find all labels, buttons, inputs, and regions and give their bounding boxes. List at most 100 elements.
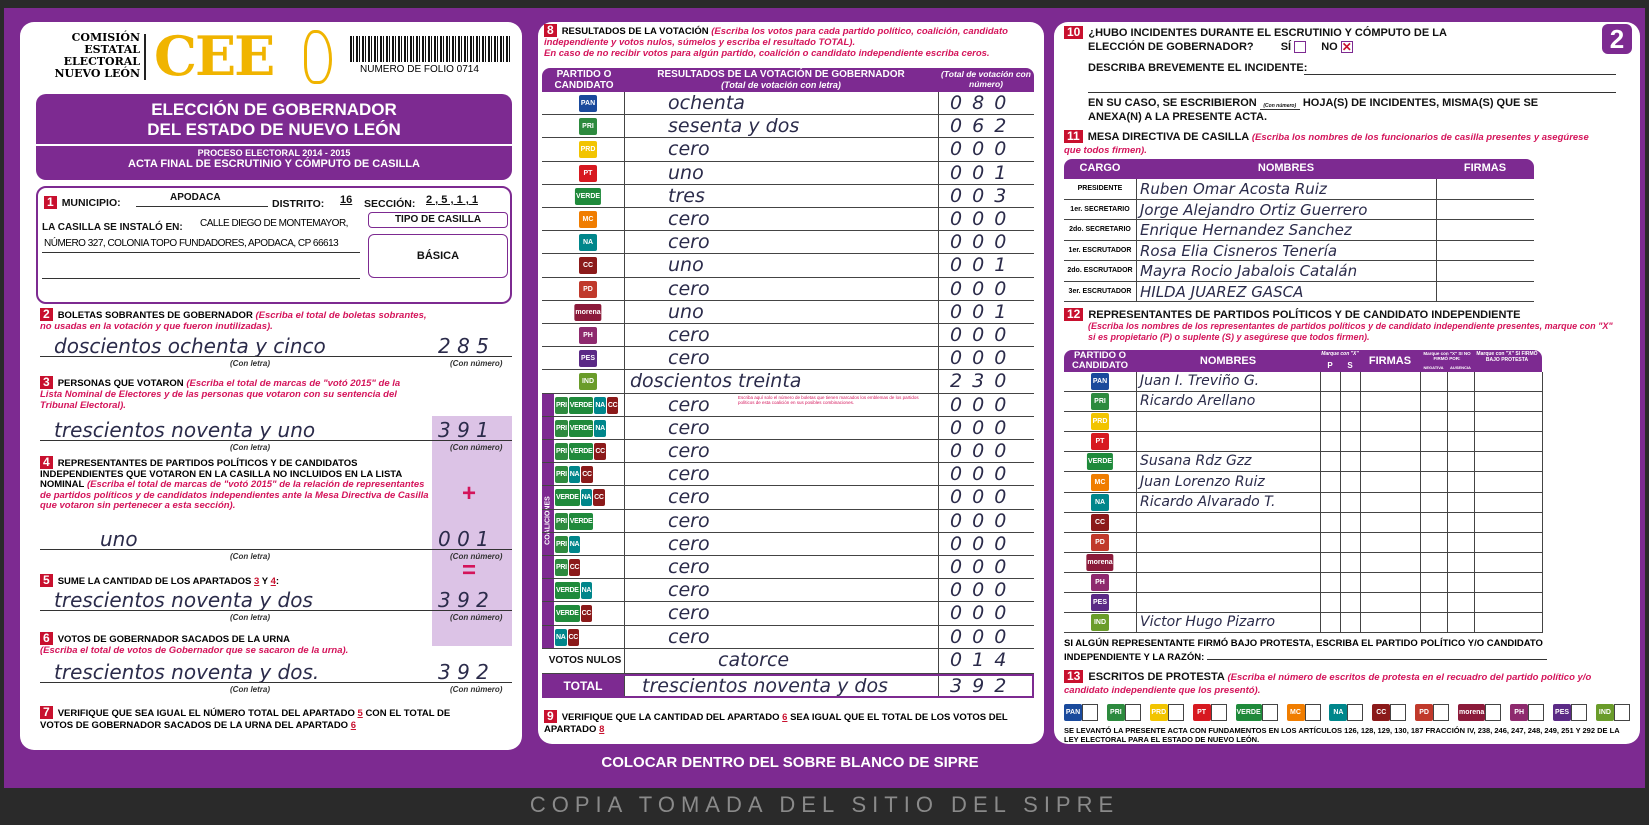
col-negativa: NEGATIVA	[1423, 365, 1444, 370]
si-checkbox[interactable]	[1294, 41, 1307, 54]
no-checkbox[interactable]: ✕	[1340, 40, 1353, 55]
morena-party-icon: morena	[574, 303, 602, 321]
protest-box-item: CC	[1372, 704, 1407, 721]
votes-letra: cero	[668, 532, 710, 555]
protest-count-box[interactable]	[1528, 704, 1545, 721]
results-row	[542, 324, 1034, 348]
col-firmas: FIRMAS	[1368, 355, 1412, 367]
votes-letra: cero	[668, 463, 710, 486]
mesa-row	[1064, 241, 1534, 261]
ref-apartado: 6	[350, 720, 357, 731]
urna-letra: trescientos noventa y dos.	[54, 660, 320, 684]
protest-count-box[interactable]	[1347, 704, 1364, 721]
protest-count-box[interactable]	[1261, 704, 1278, 721]
cc-party-icon: CC	[568, 559, 581, 576]
pri-party-icon: PRI	[555, 419, 568, 437]
rep-row	[1064, 513, 1542, 533]
pd-party-icon: PD	[1091, 533, 1109, 551]
results-row	[542, 115, 1034, 139]
firma-field[interactable]	[1436, 179, 1534, 199]
org-line: COMISIÓN	[71, 31, 140, 44]
distrito-value: 16	[340, 194, 353, 206]
section-hint: En caso de no recibir votos para algún p…	[544, 48, 990, 59]
protest-box-item: PRD	[1149, 704, 1184, 721]
na-party-icon: NA	[580, 489, 593, 507]
section-number: 11	[1064, 130, 1083, 143]
protest-count-box[interactable]	[1613, 704, 1630, 721]
seccion-value: 2 , 5 , 1 , 1	[426, 194, 478, 206]
col-marque: Marque con "X"	[1321, 351, 1359, 357]
representantes-letra: uno	[100, 527, 138, 551]
firma-field[interactable]	[1436, 261, 1534, 281]
votes-letra: cero	[668, 579, 710, 602]
results-row	[542, 92, 1034, 116]
colon: :	[275, 576, 280, 587]
votes-letra: cero	[668, 277, 710, 300]
protest-count-box[interactable]	[1390, 704, 1407, 721]
protest-count-box[interactable]	[1124, 704, 1141, 721]
suma-letra: trescientos noventa y dos	[54, 588, 313, 612]
table-vline	[1447, 372, 1448, 633]
verde-party-icon: VERDE	[568, 419, 594, 437]
protest-count-box[interactable]	[1167, 704, 1184, 721]
watermark: COPIA TOMADA DEL SITIO DEL SIPRE	[529, 792, 1120, 817]
votes-letra: cero	[668, 602, 710, 625]
protest-count-box[interactable]	[1571, 704, 1588, 721]
protest-count-box[interactable]	[1485, 704, 1502, 721]
representante-nombre: Susana Rdz Gzz	[1140, 453, 1252, 470]
nulos-label: VOTOS NULOS	[548, 655, 622, 666]
votaron-numero: 3 9 1	[438, 418, 489, 442]
cargo-label: 2do. SECRETARIO	[1069, 226, 1131, 233]
na-party-icon: NA	[594, 419, 606, 437]
banner-divider	[36, 144, 512, 146]
hojas-field[interactable]: (Con número)	[1259, 103, 1300, 110]
protest-count-box[interactable]	[1304, 704, 1321, 721]
no-label: NO	[1321, 41, 1338, 53]
col-letra-subtitle: (Total de votación con letra)	[721, 80, 841, 90]
section-title: VOTOS DE GOBERNADOR SACADOS DE LA URNA	[57, 634, 290, 645]
col-firmas: FIRMAS	[1463, 162, 1507, 174]
section-number: 13	[1064, 670, 1084, 683]
title-banner: ELECCIÓN DE GOBERNADOR DEL ESTADO DE NUE…	[36, 94, 512, 180]
con-letra-label: (Con letra)	[230, 685, 270, 694]
con-letra-label: (Con letra)	[230, 613, 270, 622]
barcode	[350, 36, 510, 62]
section-4: 4 REPRESENTANTES DE PARTIDOS POLÍTICOS Y …	[40, 456, 432, 512]
cc-party-icon: CC	[606, 396, 619, 414]
section-title: REPRESENTANTES DE PARTIDOS POLÍTICOS Y D…	[1088, 309, 1521, 321]
cc-party-icon: CC	[567, 628, 580, 646]
protest-count-box[interactable]	[1210, 704, 1227, 721]
results-row	[542, 417, 1034, 440]
firma-field[interactable]	[1436, 220, 1534, 240]
total-label: TOTAL	[542, 674, 624, 698]
firma-field[interactable]	[1436, 282, 1534, 302]
verde-party-icon: VERDE	[555, 605, 580, 623]
incident-question: ELECCIÓN DE GOBERNADOR?	[1088, 41, 1254, 53]
verify-text: CON EL TOTAL DE VOTOS DE GOBERNADOR SACA…	[40, 708, 451, 731]
protest-count-box[interactable]	[1433, 704, 1450, 721]
col-ausencia: AUSENCIA	[1450, 365, 1471, 370]
firma-field[interactable]	[1436, 200, 1534, 220]
protest-count-box[interactable]	[1082, 704, 1098, 721]
hojas-text: EN SU CASO, SE ESCRIBIERON (Con número) …	[1088, 96, 1628, 124]
con-numero-label: (Con número)	[450, 552, 503, 561]
acta-label: ACTA FINAL DE ESCRUTINIO Y CÓMPUTO DE CA…	[128, 158, 420, 170]
section-title: ESCRITOS DE PROTESTA	[1088, 671, 1225, 683]
na-party-icon: NA	[568, 535, 581, 553]
results-row	[542, 138, 1034, 162]
votes-numero: 0 0 0	[950, 556, 1009, 578]
votes-numero: 0 0 0	[950, 347, 1009, 370]
results-row	[542, 278, 1034, 301]
cee-logo: CEE	[154, 24, 275, 88]
na-party-icon: NA	[1329, 704, 1348, 721]
coalition-strip	[542, 394, 554, 649]
legal-text: SE LEVANTÓ LA PRESENTE ACTA CON FUNDAMEN…	[1064, 726, 1620, 744]
ind-party-icon: IND	[579, 373, 597, 391]
col-s: S	[1347, 361, 1353, 370]
answer-line	[40, 682, 512, 683]
section-3: 3 PERSONAS QUE VOTARON (Escriba el total …	[40, 376, 420, 411]
firma-field[interactable]	[1436, 241, 1534, 261]
pri-party-icon: PRI	[555, 396, 568, 414]
protest-reason-field[interactable]	[1206, 650, 1547, 660]
cargo-label: 1er. SECRETARIO	[1070, 205, 1130, 213]
